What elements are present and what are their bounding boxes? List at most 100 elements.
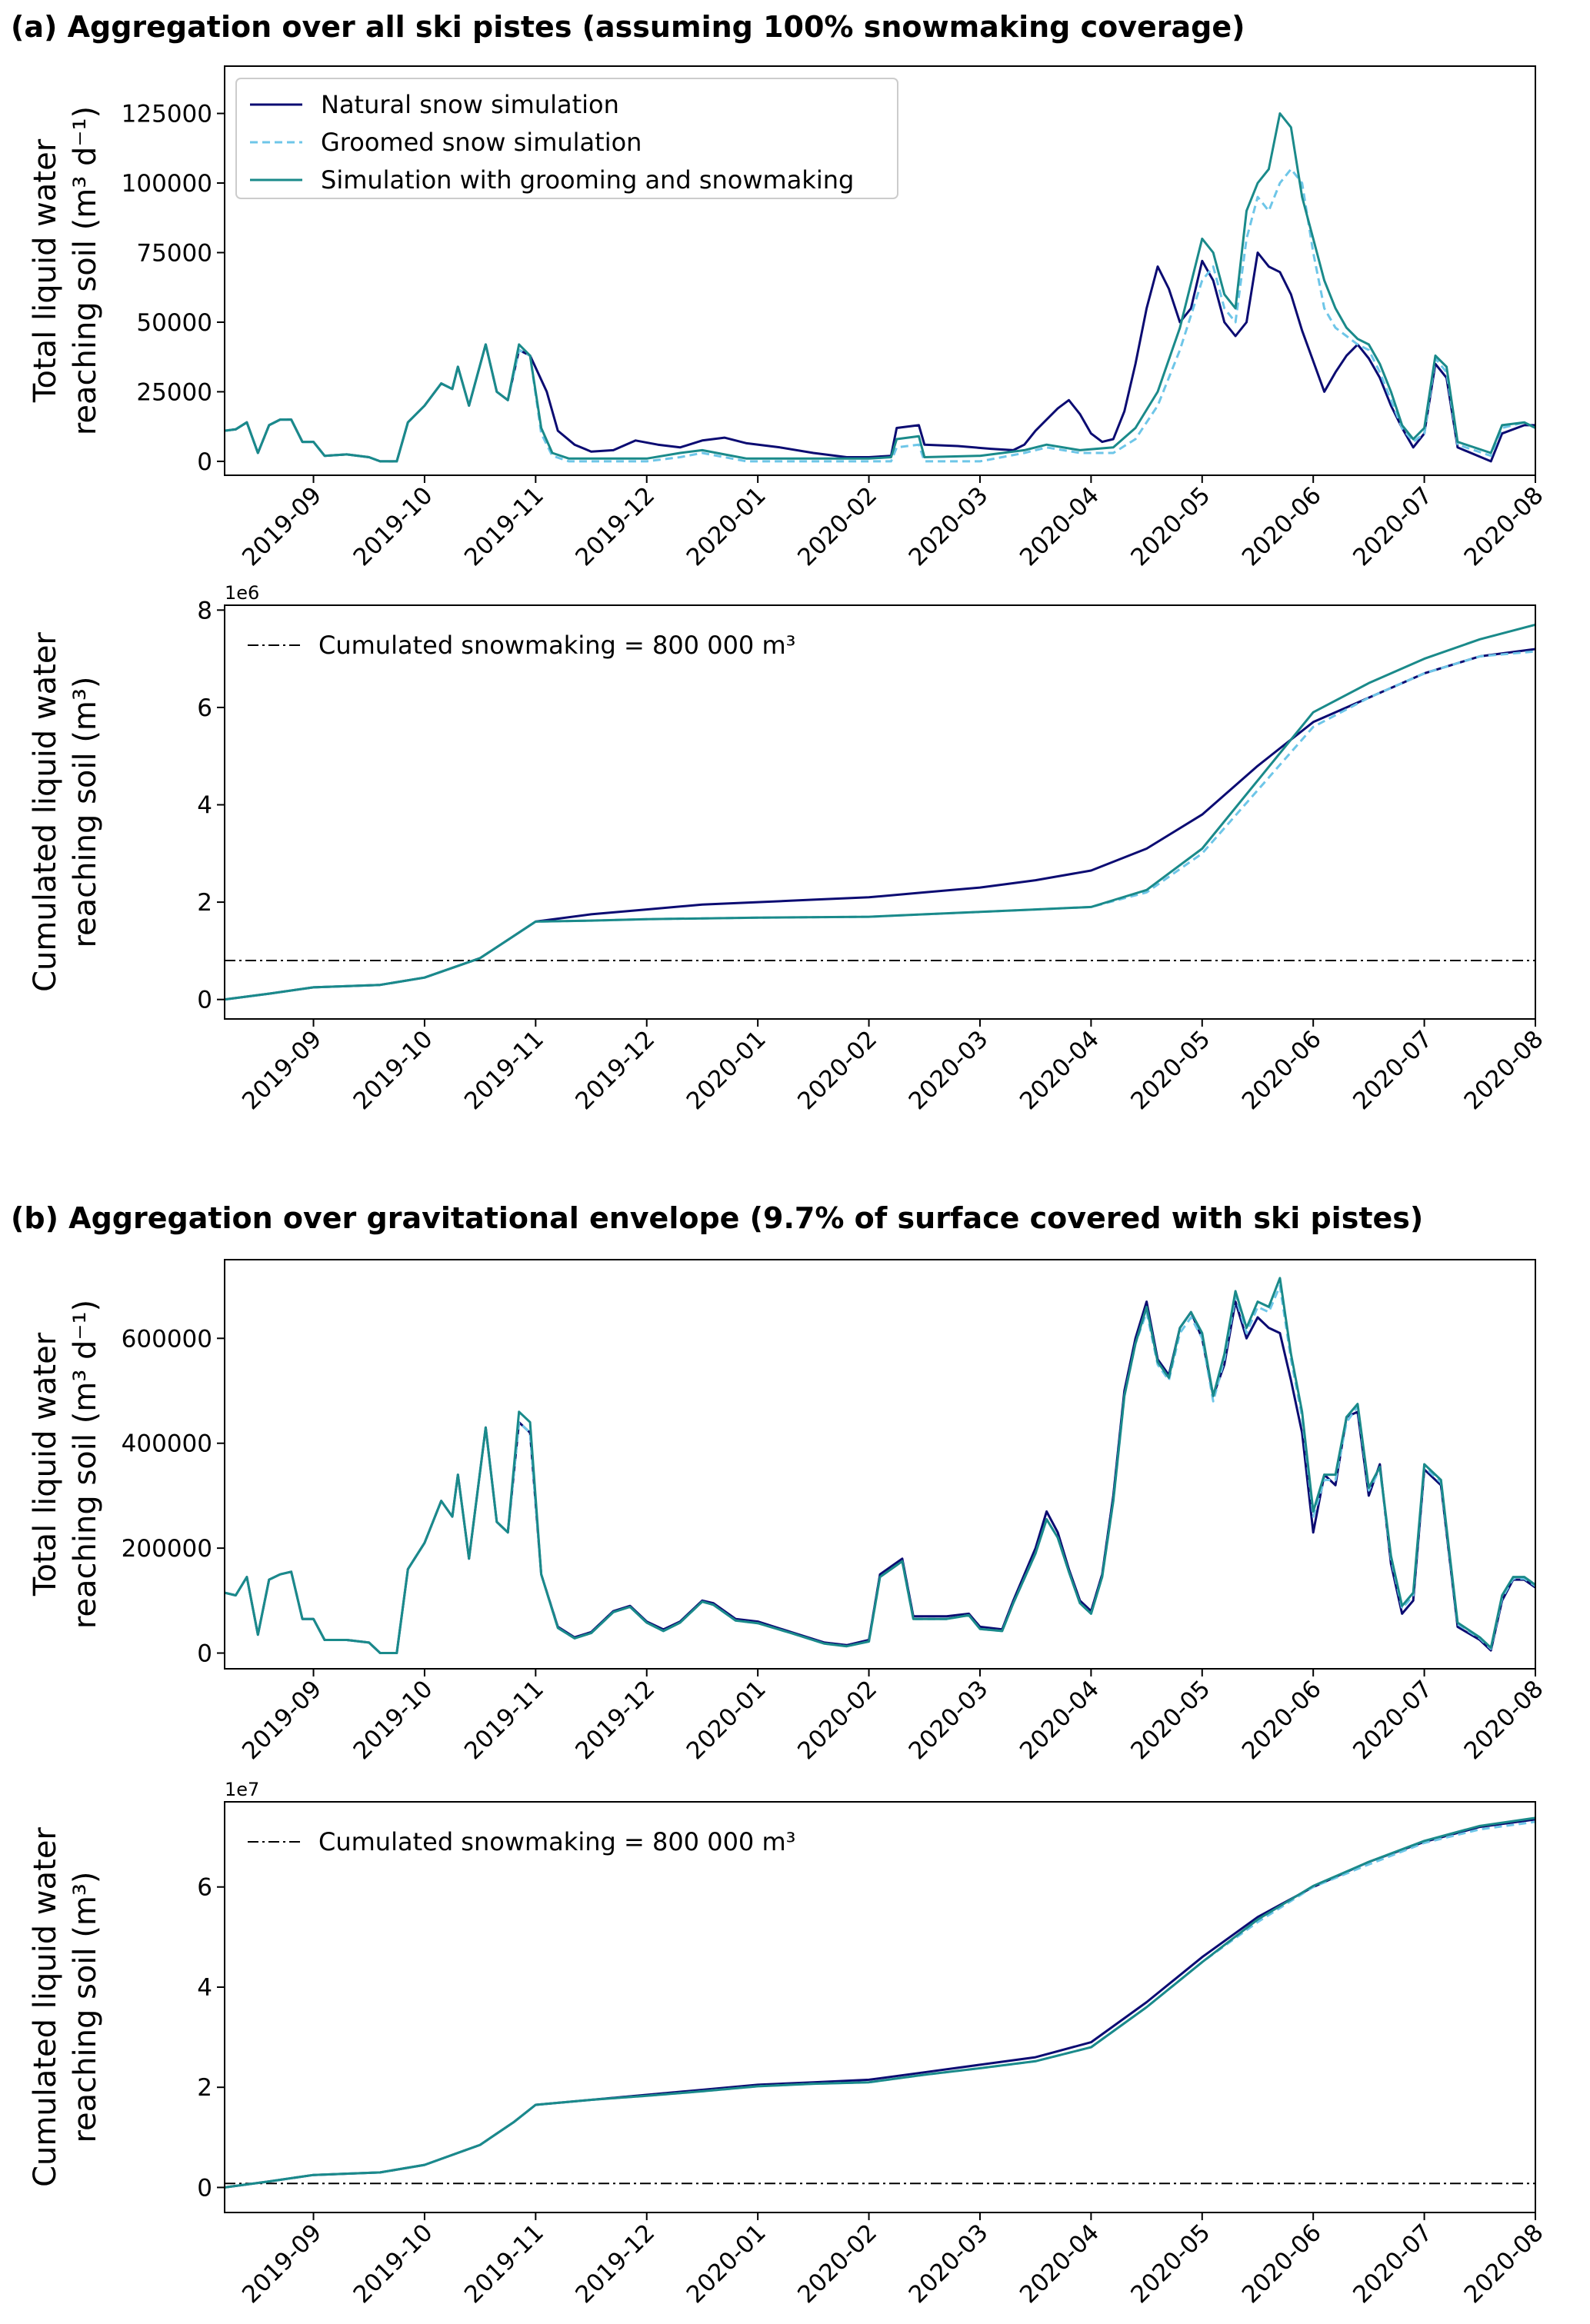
x-tick-label: 2020-02	[792, 1675, 882, 1765]
y-axis-label: Total liquid water reaching soil (m³ d⁻¹)	[28, 106, 103, 435]
plot-area	[225, 1816, 1535, 2189]
x-tick-label: 2020-03	[904, 1675, 994, 1765]
plot-area	[225, 1277, 1535, 1654]
x-tick-label: 2019-09	[237, 481, 327, 571]
series-line-natural	[225, 648, 1535, 1001]
series-line-natural	[225, 251, 1535, 463]
y-tick-label: 400000	[122, 1430, 212, 1458]
x-tick-label: 2020-02	[792, 2219, 882, 2309]
x-tick-label: 2019-12	[570, 1025, 660, 1115]
x-tick-label: 2019-09	[237, 1025, 327, 1115]
y-tick-label: 50000	[136, 309, 212, 337]
x-tick-label: 2019-10	[348, 1025, 438, 1115]
y-axis-label: Total liquid water reaching soil (m³ d⁻¹)	[28, 1300, 103, 1629]
y-tick-label: 75000	[136, 239, 212, 267]
x-tick-label: 2020-05	[1125, 481, 1215, 571]
y-tick-label: 6	[197, 694, 212, 722]
x-tick-label: 2019-12	[570, 2219, 660, 2309]
axes-frame	[224, 65, 1536, 476]
series-line-snowmaking	[225, 112, 1535, 463]
series-line-groomed	[225, 650, 1535, 1001]
y-tick-label: 125000	[122, 101, 212, 128]
legend-label: Natural snow simulation	[321, 90, 619, 119]
x-tick-label: 2020-05	[1125, 2219, 1215, 2309]
plot-area	[225, 623, 1535, 1001]
x-tick-label: 2019-11	[459, 481, 549, 571]
axes-frame	[224, 604, 1536, 1020]
x-tick-label: 2020-04	[1015, 2219, 1105, 2309]
y-axis-label-line2: reaching soil (m³ d⁻¹)	[68, 106, 103, 435]
x-tick-label: 2020-07	[1348, 1025, 1438, 1115]
x-tick-label: 2020-04	[1015, 481, 1105, 571]
x-tick-label: 2020-05	[1125, 1025, 1215, 1115]
y-axis-label-line2: reaching soil (m³)	[68, 676, 103, 947]
legend-label: Cumulated snowmaking = 800 000 m³	[318, 631, 795, 660]
x-tick-label: 2020-03	[904, 2219, 994, 2309]
series-line-snowmaking	[225, 1816, 1535, 2189]
legend-label: Cumulated snowmaking = 800 000 m³	[318, 1827, 795, 1856]
x-tick-label: 2020-03	[904, 481, 994, 571]
x-tick-label: 2020-08	[1459, 1025, 1549, 1115]
y-tick-label: 8	[197, 597, 212, 624]
y-tick-label: 600000	[122, 1325, 212, 1353]
x-tick-label: 2020-06	[1237, 2219, 1327, 2309]
x-tick-label: 2020-01	[682, 1675, 772, 1765]
plot-area	[225, 112, 1535, 463]
y-tick-label: 6	[197, 1874, 212, 1902]
x-tick-label: 2020-08	[1459, 1675, 1549, 1765]
y-axis-label-line1: Total liquid water	[28, 138, 63, 403]
x-tick-label: 2019-09	[237, 2219, 327, 2309]
y-axis-label-line1: Cumulated liquid water	[28, 1827, 63, 2187]
x-tick-label: 2019-12	[570, 481, 660, 571]
y-axis-label-line1: Total liquid water	[28, 1332, 63, 1597]
x-tick-label: 2020-08	[1459, 2219, 1549, 2309]
x-tick-label: 2019-09	[237, 1675, 327, 1765]
series-line-snowmaking	[225, 1277, 1535, 1654]
x-tick-label: 2020-02	[792, 1025, 882, 1115]
x-tick-label: 2020-07	[1348, 1675, 1438, 1765]
y-axis-label: Cumulated liquid water reaching soil (m³)	[28, 1827, 103, 2187]
y-tick-label: 100000	[122, 170, 212, 198]
y-tick-label: 0	[197, 987, 212, 1014]
x-tick-label: 2019-12	[570, 1675, 660, 1765]
x-tick-label: 2020-06	[1237, 1025, 1327, 1115]
y-tick-label: 4	[197, 1974, 212, 2002]
x-tick-label: 2020-01	[682, 2219, 772, 2309]
y-axis-label-line2: reaching soil (m³)	[68, 1871, 103, 2143]
x-tick-label: 2020-02	[792, 481, 882, 571]
chart-b1: 0 200000 400000 600000 2019-09 2019-10 2019-11…	[28, 1259, 1549, 1765]
y-tick-label: 2	[197, 2074, 212, 2102]
x-tick-label: 2020-07	[1348, 481, 1438, 571]
x-tick-label: 2020-08	[1459, 481, 1549, 571]
y-offset-label: 1e6	[225, 582, 259, 604]
series-line-natural	[225, 1300, 1535, 1654]
y-tick-label: 0	[197, 1640, 212, 1668]
axes-frame	[224, 1801, 1536, 2213]
legend-label: Groomed snow simulation	[321, 128, 642, 157]
legend-label: Simulation with grooming and snowmaking	[321, 165, 854, 195]
y-axis-label-line2: reaching soil (m³ d⁻¹)	[68, 1300, 103, 1629]
section-b-title: (b) Aggregation over gravitational envel…	[11, 1201, 1423, 1235]
y-tick-label: 200000	[122, 1535, 212, 1563]
y-tick-label: 0	[197, 2174, 212, 2202]
x-tick-label: 2020-07	[1348, 2219, 1438, 2309]
x-tick-label: 2019-10	[348, 481, 438, 571]
x-tick-label: 2020-01	[682, 1025, 772, 1115]
x-tick-label: 2019-11	[459, 2219, 549, 2309]
x-tick-label: 2020-04	[1015, 1025, 1105, 1115]
x-tick-label: 2020-05	[1125, 1675, 1215, 1765]
y-tick-label: 25000	[136, 378, 212, 406]
y-tick-label: 2	[197, 889, 212, 917]
x-tick-label: 2020-06	[1237, 481, 1327, 571]
y-offset-label: 1e7	[225, 1779, 259, 1800]
x-tick-label: 2020-06	[1237, 1675, 1327, 1765]
y-tick-label: 4	[197, 792, 212, 820]
chart-a2: 0 2 4 6 8 2019-09 2019-10 2019-11 2019-12 2020-01…	[28, 582, 1549, 1115]
series-line-snowmaking	[225, 623, 1535, 1001]
section-a-title: (a) Aggregation over all ski pistes (ass…	[11, 10, 1245, 44]
x-tick-label: 2019-11	[459, 1675, 549, 1765]
y-tick-label: 0	[197, 448, 212, 476]
